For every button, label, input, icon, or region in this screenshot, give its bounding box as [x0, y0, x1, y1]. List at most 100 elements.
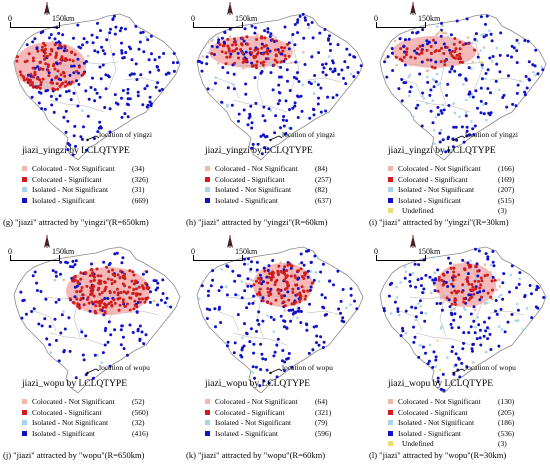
point-colocated-significant: [458, 40, 462, 44]
point-isolated-not-significant: [395, 296, 399, 299]
point-isolated-significant: [462, 331, 466, 335]
point-isolated-significant: [460, 361, 464, 365]
point-isolated-significant: [269, 32, 273, 36]
point-colocated-significant: [121, 300, 125, 304]
point-isolated-significant: [429, 88, 433, 92]
point-isolated-significant: [237, 112, 241, 116]
point-colocated-significant: [15, 59, 19, 63]
legend-swatch: [388, 187, 393, 192]
point-isolated-significant: [498, 53, 502, 57]
map-panel-l: 0 150km location of wopu jiazi_wopu by LCLQ…: [366, 233, 549, 466]
point-isolated-significant: [68, 143, 72, 147]
point-isolated-not-significant: [534, 73, 537, 77]
point-isolated-significant: [279, 314, 283, 318]
point-colocated-significant: [404, 53, 408, 57]
point-isolated-significant: [142, 342, 146, 346]
point-colocated-significant: [257, 290, 261, 294]
point-colocated-significant: [457, 273, 461, 277]
point-isolated-significant: [37, 101, 41, 105]
point-isolated-significant: [468, 133, 471, 137]
point-isolated-significant: [428, 275, 432, 279]
point-isolated-significant: [82, 358, 86, 362]
point-colocated-significant: [490, 279, 494, 283]
point-colocated-significant: [479, 283, 483, 287]
point-isolated-significant: [307, 351, 311, 355]
point-colocated-significant: [241, 60, 245, 64]
point-colocated-significant: [15, 55, 19, 59]
point-colocated-significant: [252, 64, 256, 68]
point-isolated-significant: [436, 105, 440, 109]
point-isolated-significant: [447, 298, 451, 302]
county-boundary: [439, 47, 447, 105]
point-isolated-not-significant: [251, 371, 254, 374]
point-colocated-significant: [70, 80, 74, 84]
point-colocated-significant: [473, 279, 477, 283]
point-isolated-significant: [343, 60, 347, 64]
point-isolated-significant: [216, 41, 220, 44]
point-isolated-significant: [200, 61, 204, 65]
point-isolated-significant: [339, 299, 343, 303]
point-colocated-significant: [280, 46, 283, 49]
point-colocated-significant: [44, 47, 47, 51]
point-isolated-significant: [428, 93, 432, 97]
point-isolated-significant: [255, 329, 258, 333]
legend-swatch: [388, 441, 393, 446]
point-colocated-significant: [25, 77, 29, 81]
point-isolated-not-significant: [458, 115, 461, 119]
point-isolated-significant: [69, 98, 73, 102]
point-isolated-significant: [72, 134, 76, 138]
point-colocated-significant: [29, 72, 33, 76]
point-isolated-significant: [120, 115, 124, 119]
point-colocated-significant: [115, 287, 119, 291]
point-isolated-significant: [250, 146, 254, 150]
point-colocated-significant: [269, 278, 273, 282]
point-colocated-significant: [490, 288, 494, 292]
point-isolated-significant: [230, 103, 234, 107]
point-isolated-significant: [150, 52, 153, 56]
point-isolated-significant: [432, 281, 436, 285]
point-isolated-significant: [266, 147, 270, 151]
point-isolated-significant: [471, 95, 475, 99]
point-isolated-significant: [54, 270, 58, 274]
point-colocated-not-significant: [290, 61, 293, 64]
point-colocated-significant: [231, 43, 234, 47]
point-isolated-significant: [254, 365, 258, 369]
point-colocated-significant: [97, 286, 101, 290]
scale-label: 150km: [235, 247, 258, 256]
point-colocated-significant: [266, 281, 270, 285]
point-colocated-not-significant: [483, 302, 487, 305]
county-boundary: [49, 332, 105, 346]
point-colocated-significant: [466, 280, 470, 284]
point-colocated-significant: [44, 62, 48, 66]
point-colocated-significant: [283, 278, 287, 282]
point-isolated-not-significant: [463, 308, 467, 311]
point-isolated-significant: [163, 301, 167, 305]
point-isolated-significant: [59, 272, 62, 276]
point-colocated-not-significant: [411, 44, 414, 48]
point-isolated-significant: [482, 334, 486, 338]
point-isolated-significant: [480, 63, 484, 67]
point-isolated-significant: [341, 288, 345, 291]
point-isolated-significant: [271, 259, 275, 262]
point-isolated-significant: [418, 299, 422, 303]
panel-caption: (j) "jiazi" attracted by "wopu"(R=650km): [3, 450, 145, 460]
map-l: [379, 246, 547, 393]
point-colocated-not-significant: [228, 35, 232, 38]
point-isolated-not-significant: [404, 270, 408, 274]
point-colocated-significant: [254, 63, 258, 67]
point-isolated-significant: [321, 70, 325, 74]
legend-count: (186): [498, 418, 515, 427]
point-isolated-significant: [138, 337, 142, 341]
point-colocated-significant: [131, 270, 135, 274]
legend-swatch: [205, 166, 210, 171]
point-isolated-significant: [542, 296, 546, 299]
point-isolated-significant: [108, 130, 112, 134]
point-isolated-significant: [297, 309, 301, 313]
point-isolated-significant: [447, 104, 451, 107]
point-isolated-significant: [316, 102, 320, 106]
point-isolated-not-significant: [232, 83, 235, 86]
legend-row-colocated-not-significant: Colocated - Not Significant (52): [22, 397, 162, 406]
point-isolated-significant: [534, 48, 538, 52]
point-isolated-significant: [39, 290, 43, 293]
point-isolated-significant: [58, 94, 62, 98]
